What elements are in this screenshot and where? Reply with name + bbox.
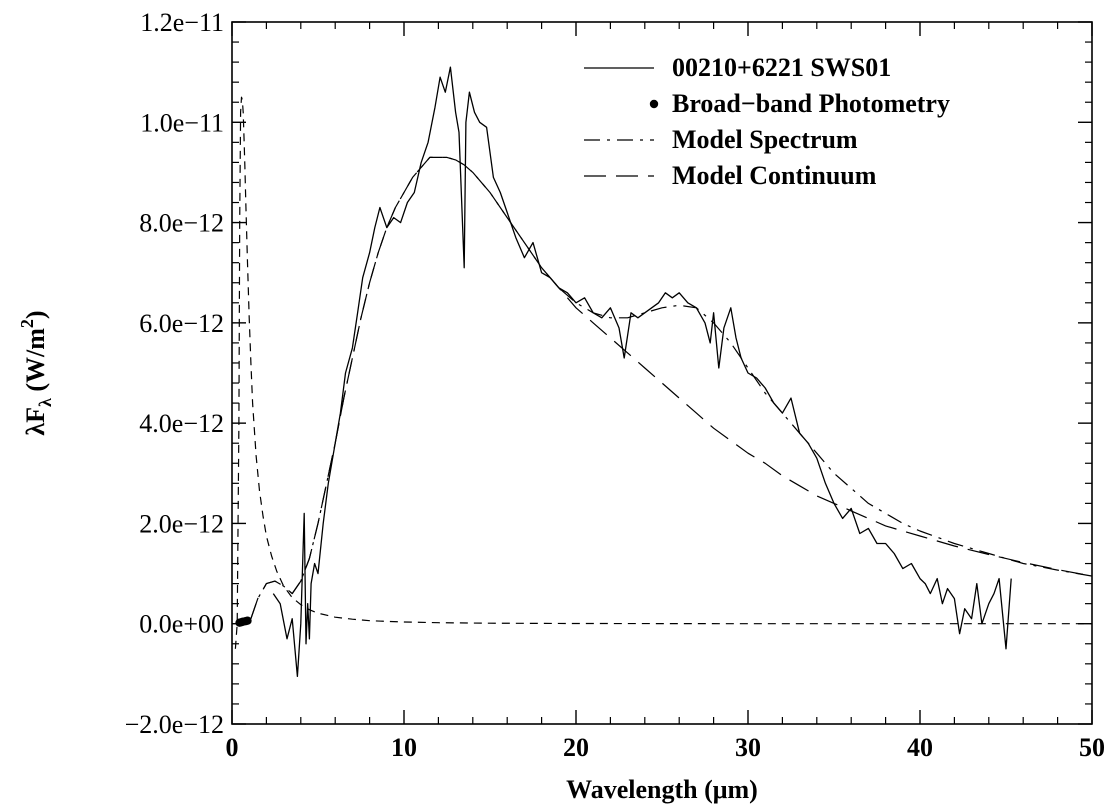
x-axis-title: Wavelength (μm) [566,775,758,804]
x-tick-label: 50 [1079,733,1105,762]
x-tick-label: 30 [735,733,761,762]
y-tick-label: −2.0e−12 [125,710,224,739]
tick-labels: 0 10 20 30 40 50 −2.0e−12 0.0e+00 2.0e−12 4.0e−12… [125,8,1105,762]
y-axis-title: λFλ (W/m2) [17,310,55,435]
y-tick-label: 4.0e−12 [139,409,224,438]
x-tick-label: 10 [391,733,417,762]
y-tick-label: 1.2e−11 [140,8,224,37]
x-tick-label: 20 [563,733,589,762]
y-tick-label: 6.0e−12 [139,309,224,338]
legend-label: Model Continuum [672,161,877,190]
series-line-unlabeled-4 [234,96,1092,649]
series-line-00210-6221-sws01 [272,66,1012,678]
y-axis-title-mid: (W/m [21,328,50,398]
y-axis-title-lead: λF [21,407,50,436]
y-tick-label: 8.0e−12 [139,209,224,238]
series-line-model-spectrum [250,156,1093,619]
plot-lines [234,66,1093,678]
series-line-model-continuum [250,156,1093,619]
x-tick-label: 40 [907,733,933,762]
y-tick-label: 1.0e−11 [140,108,224,137]
y-tick-label: 2.0e−12 [139,509,224,538]
legend-label: 00210+6221 SWS01 [672,53,891,82]
plot-frame [231,21,1093,725]
x-tick-label: 0 [226,733,239,762]
photometry-point [243,616,252,625]
y-axis-title-tail: ) [21,310,50,319]
y-tick-label: 0.0e+00 [139,610,224,639]
legend: 00210+6221 SWS01 Broad−band Photometry Mod… [584,53,950,190]
legend-label: Model Spectrum [672,125,858,154]
y-axis-title-sup: 2 [17,319,37,328]
legend-label: Broad−band Photometry [672,89,950,118]
legend-symbol-point [649,99,659,109]
y-axis-title-sub: λ [35,398,55,407]
